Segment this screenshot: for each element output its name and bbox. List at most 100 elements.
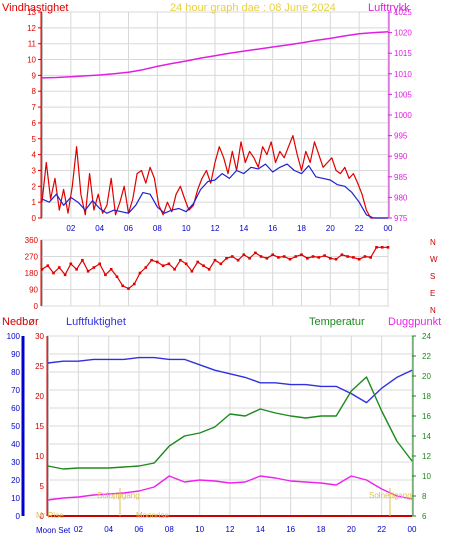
direction-point [352,256,355,259]
wind-tick-label: 10 [27,56,36,65]
temperature-tick-label: 12 [422,452,431,461]
time-tick-label: 08 [153,224,162,233]
temperature-tick-label: 24 [422,332,431,341]
direction-point [81,258,84,262]
compass-letter: N [430,306,436,315]
time-tick-label: 12 [211,224,220,233]
time-tick-label: 18 [297,224,306,233]
direction-point [346,255,349,258]
humidity-axis-title: Luftfuktighet [66,316,126,328]
time-tick-label: 16 [268,224,277,233]
compass-letter: N [430,238,436,247]
direction-point [121,284,124,288]
time-tick-label: 22 [355,224,364,233]
direction-point [46,264,50,267]
time-tick-label: 10 [182,224,191,233]
series-line-0 [41,135,388,219]
direction-point [248,257,251,260]
direction-point [173,268,176,271]
direction-point [277,256,280,259]
direction-point [127,287,130,290]
bottom-time-tick-label: 12 [226,525,235,534]
bottom-time-tick-label: 20 [347,525,356,534]
direction-axis-ticks: 0 90 180 270 360 [25,236,42,311]
humidity-tick-label: 50 [11,422,20,431]
rain-tick-label: 10 [35,452,44,461]
direction-point [207,268,211,271]
pressure-tick-label: 980 [394,193,408,202]
wind-tick-label: 8 [32,87,37,96]
temperature-tick-label: 14 [422,432,431,441]
direction-point [63,273,67,277]
direction-point [311,255,315,258]
moon-set-label: Moon Set [36,526,71,535]
rain-tick-label: 5 [40,482,45,491]
bottom-time-tick-label: 00 [408,525,417,534]
direction-grid [42,239,389,307]
direction-point [213,258,217,262]
wind-tick-label: 9 [32,71,37,80]
wind-tick-label: 12 [27,24,36,33]
direction-point [75,268,78,271]
direction-point [369,256,372,259]
direction-point [109,268,113,271]
wind-direction-points [40,246,390,290]
wind-pressure-grid [42,11,389,219]
wind-tick-label: 6 [32,119,37,128]
wind-tick-label: 1 [32,198,37,207]
direction-point [196,260,199,264]
pressure-tick-label: 1000 [394,111,412,120]
bottom-time-tick-label: 10 [195,525,204,534]
direction-point [259,255,263,258]
humidity-tick-label: 0 [16,512,21,521]
direction-point [184,262,188,266]
compass-letter: W [430,255,438,264]
bottom-time-tick-label: 22 [377,525,386,534]
direction-point [271,253,274,256]
compass-letter: S [430,272,435,281]
sunset-label: Solnedgang [369,491,412,500]
direction-point [58,266,61,269]
pressure-tick-label: 1015 [394,49,412,58]
rain-axis-ticks: 0 5 10 15 20 25 30 [35,332,48,521]
humidity-tick-label: 80 [11,368,20,377]
direction-point [282,255,286,258]
direction-point [225,257,228,260]
direction-point [340,253,344,256]
bottom-time-tick-label: 04 [104,525,113,534]
time-tick-label: 04 [95,224,104,233]
direction-point [386,246,390,249]
temp-humidity-lines [47,356,413,517]
pressure-axis-title: Lufttrykk [368,2,410,14]
humidity-tick-label: 20 [11,476,20,485]
pressure-tick-label: 985 [394,173,408,182]
rain-tick-label: 15 [35,422,44,431]
wind-tick-label: 3 [32,166,37,175]
direction-point [40,268,44,271]
compass-letter: E [430,289,435,298]
bottom-time-tick-label: 02 [74,525,83,534]
temperature-axis-title: Temperatur [309,316,365,328]
temperature-tick-label: 8 [422,492,427,501]
bottom-time-tick-label: 18 [317,525,326,534]
temperature-tick-label: 18 [422,392,431,401]
bottom-series-line-0 [47,356,413,404]
pressure-tick-label: 990 [394,152,408,161]
direction-point [69,262,73,266]
time-tick-label: 06 [124,224,133,233]
rain-tick-label: 0 [40,512,45,521]
direction-point [190,269,194,273]
pressure-tick-label: 975 [394,214,408,223]
humidity-tick-label: 10 [11,494,20,503]
wind-axis-title: Vindhastighet [2,2,68,14]
direction-point [236,258,240,262]
humidity-tick-label: 90 [11,350,20,359]
direction-point [133,282,136,286]
temperature-tick-label: 10 [422,472,431,481]
humidity-tick-label: 30 [11,458,20,467]
wind-tick-label: 2 [32,182,37,191]
rain-tick-label: 25 [35,362,44,371]
pressure-tick-label: 1005 [394,90,412,99]
direction-point [254,251,257,255]
